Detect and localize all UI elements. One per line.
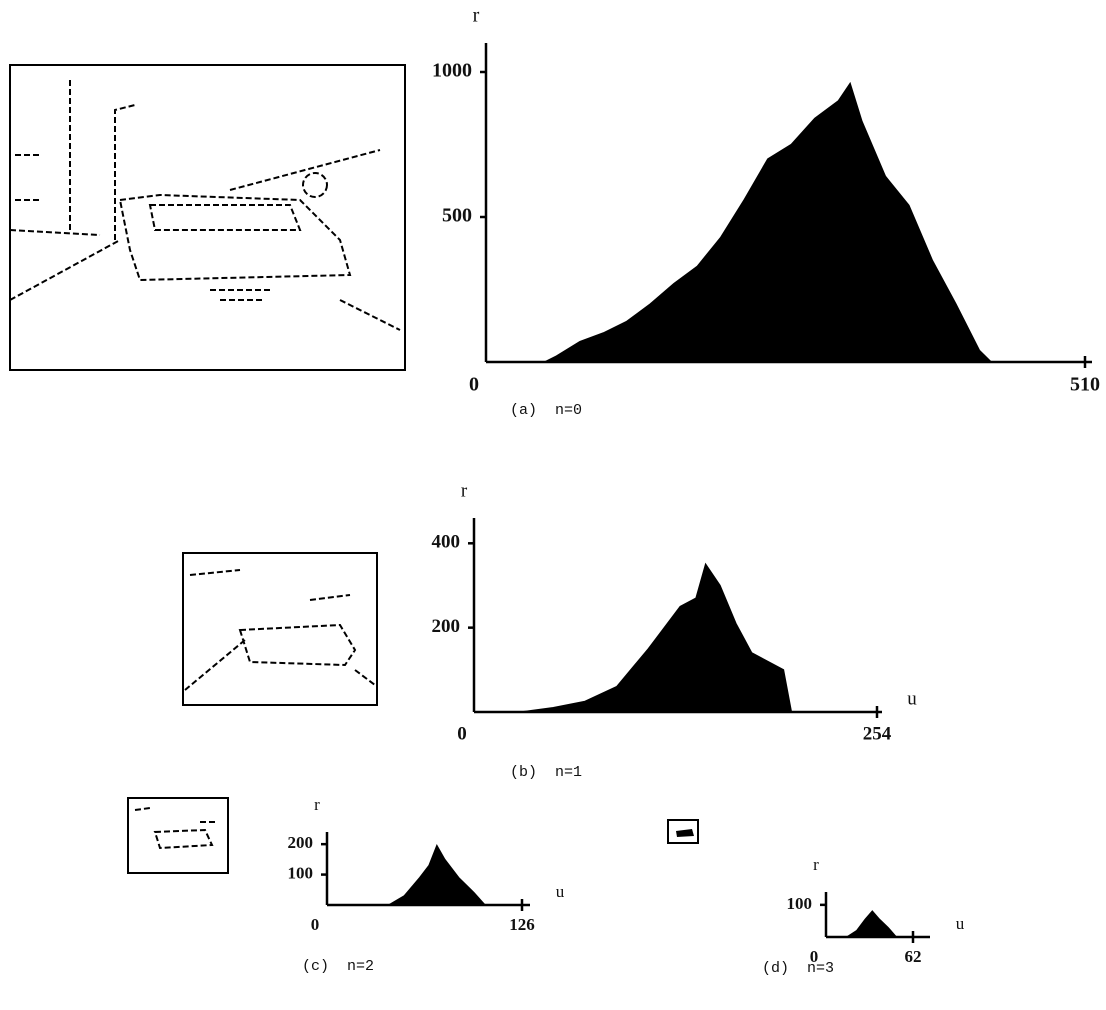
x-tick-label: 0 [457,723,467,744]
thumbnail-a [10,65,405,370]
y-axis-label: r [314,795,320,814]
y-axis-label: r [813,855,819,874]
y-tick-label: 200 [432,616,461,637]
histogram-area [847,911,896,937]
y-axis-label: r [461,480,468,501]
caption: (c) n=2 [302,958,374,975]
y-tick-label: 100 [288,863,314,882]
x-axis-label: u [907,688,917,709]
y-tick-label: 500 [442,205,472,227]
histogram-area [522,564,792,712]
thumbnail-c [128,798,228,873]
caption: (b) n=1 [510,764,582,781]
y-tick-label: 100 [787,894,813,913]
x-tick-label: 126 [509,915,535,934]
caption: (d) n=3 [762,960,834,977]
y-tick-label: 400 [432,532,461,553]
y-tick-label: 1000 [432,60,472,82]
x-axis-label: u [556,882,565,901]
histogram-area [545,84,991,362]
thumbnail-b [183,553,377,705]
x-tick-label: 254 [863,723,892,744]
figure: ru50010000510(a) n=0ru2004000254(b) n=1r… [0,0,1106,1010]
x-tick-label: 0 [311,915,320,934]
page: {"chart_data": [ {"type": "area", "capti… [0,0,1106,1010]
x-tick-label: 0 [469,374,479,396]
y-tick-label: 200 [288,833,314,852]
x-axis-label: u [956,914,965,933]
x-tick-label: 62 [905,947,922,966]
caption: (a) n=0 [510,402,582,419]
y-axis-label: r [473,5,480,27]
x-tick-label: 510 [1070,374,1100,396]
histogram-area [389,846,485,905]
thumbnail-d [668,820,698,843]
